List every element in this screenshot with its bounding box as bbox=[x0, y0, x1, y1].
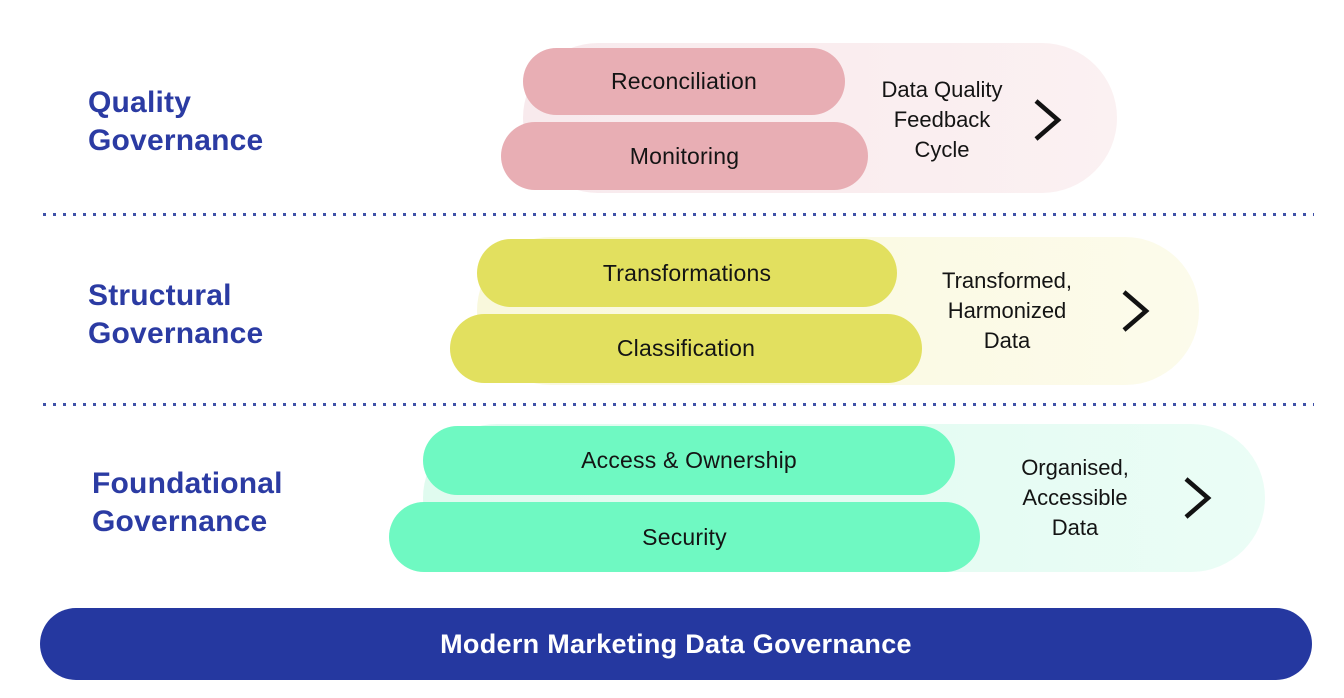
tier-label-foundational: Foundational Governance bbox=[92, 467, 283, 538]
outcome-text-structural: Transformed, Harmonized Data bbox=[941, 268, 1072, 353]
outcome-text-foundational: Organised, Accessible Data bbox=[1021, 455, 1129, 540]
outcome-text-quality: Data Quality Feedback Cycle bbox=[881, 77, 1003, 162]
chevron-right-icon bbox=[1184, 477, 1212, 519]
tier-label-structural: Structural Governance bbox=[88, 279, 264, 350]
pill-transformations: Transformations bbox=[477, 239, 897, 307]
pill-monitoring: Monitoring bbox=[501, 122, 868, 190]
dotted-divider bbox=[43, 213, 1314, 216]
footer-title-text: Modern Marketing Data Governance bbox=[440, 628, 912, 659]
chevron-right-icon bbox=[1122, 290, 1150, 332]
dotted-divider bbox=[43, 403, 1314, 406]
pill-security: Security bbox=[389, 502, 980, 572]
pill-access-ownership: Access & Ownership bbox=[423, 426, 955, 495]
footer-title-bar: Modern Marketing Data Governance bbox=[40, 608, 1312, 680]
tier-label-quality: Quality Governance bbox=[88, 86, 264, 157]
pill-classification: Classification bbox=[450, 314, 922, 383]
pill-reconciliation: Reconciliation bbox=[523, 48, 845, 115]
chevron-right-icon bbox=[1034, 99, 1062, 141]
